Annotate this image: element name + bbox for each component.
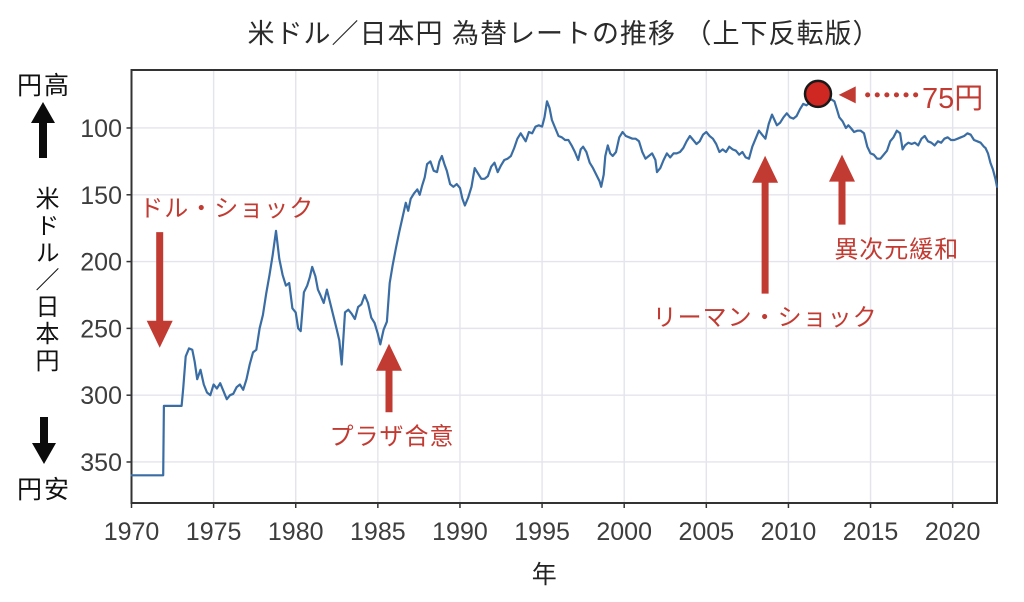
y-tick-label: 250 bbox=[80, 315, 122, 343]
x-tick-label: 1995 bbox=[514, 518, 570, 546]
chart-title: 米ドル／日本円 為替レートの推移 （上下反転版） bbox=[247, 19, 881, 49]
x-tick-label: 1990 bbox=[432, 518, 488, 546]
rate-line bbox=[130, 94, 999, 477]
x-tick-label: 1975 bbox=[186, 518, 242, 546]
annotation-plaza-accord: プラザ合意 bbox=[329, 423, 455, 451]
annotation-dollar-shock: ドル・ショック bbox=[139, 195, 315, 223]
y-tick-label: 100 bbox=[80, 115, 122, 143]
annotation-lehman-shock: リーマン・ショック bbox=[652, 304, 878, 332]
x-tick-label: 2015 bbox=[843, 518, 899, 546]
x-tick-label: 2005 bbox=[678, 518, 734, 546]
up-arrow-icon bbox=[31, 102, 55, 158]
data-point-marker-75yen bbox=[803, 79, 833, 109]
yen-weak-label: 円安 bbox=[17, 476, 72, 504]
y-tick-label: 150 bbox=[80, 182, 122, 210]
x-tick-label: 1970 bbox=[104, 518, 160, 546]
y-axis-label: 米ドル／日本円 bbox=[31, 186, 58, 375]
annotation-arrow bbox=[829, 154, 855, 225]
x-tick-label: 2000 bbox=[596, 518, 652, 546]
y-tick-label: 200 bbox=[80, 249, 122, 277]
yen-strong-label: 円高 bbox=[17, 72, 72, 100]
down-arrow-icon bbox=[32, 417, 56, 464]
annotation-75yen-label: 75円 bbox=[922, 83, 984, 116]
annotation-arrow bbox=[376, 343, 402, 413]
annotation-arrow bbox=[146, 232, 173, 348]
x-axis-label: 年 bbox=[531, 561, 557, 589]
x-tick-label: 1980 bbox=[268, 518, 324, 546]
y-tick-label: 350 bbox=[80, 449, 122, 477]
annotation-arrow bbox=[752, 155, 779, 294]
annotation-qqe-easing: 異次元緩和 bbox=[834, 236, 960, 264]
x-tick-label: 2010 bbox=[761, 518, 817, 546]
plot-border bbox=[130, 69, 998, 504]
dotted-arrow-head bbox=[838, 86, 856, 104]
y-tick-label: 300 bbox=[80, 382, 122, 410]
x-tick-label: 2020 bbox=[925, 518, 981, 546]
x-tick-label: 1985 bbox=[350, 518, 406, 546]
